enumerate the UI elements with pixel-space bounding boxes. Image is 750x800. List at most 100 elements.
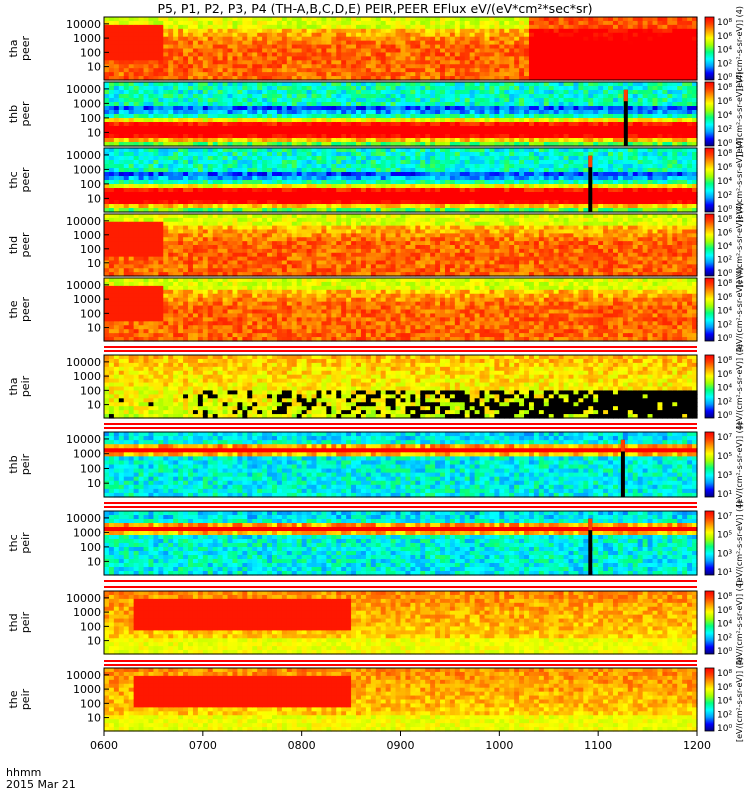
panel-tha-peer-cell bbox=[568, 76, 575, 81]
panel-thb-peer-cell bbox=[143, 106, 150, 111]
panel-thc-peer-cell bbox=[267, 188, 273, 193]
panel-thb-peer-cell bbox=[326, 82, 332, 87]
panel-thb-peer-cell bbox=[410, 110, 416, 115]
panel-tha-peer-cell bbox=[400, 60, 407, 65]
panel-thb-peer-cell bbox=[568, 98, 575, 103]
panel-tha-peer-cell bbox=[420, 32, 426, 38]
panel-tha-peer-cell bbox=[242, 17, 248, 22]
panel-thb-peer-cell bbox=[360, 98, 367, 103]
panel-thb-peer-cell bbox=[390, 134, 397, 139]
panel-thb-peer-cell bbox=[642, 138, 649, 143]
panel-thb-peer-cell bbox=[158, 106, 164, 111]
panel-tha-peer-cell bbox=[588, 17, 594, 22]
panel-thb-peer-cell bbox=[267, 110, 273, 115]
panel-thc-peer-cell bbox=[128, 196, 135, 201]
panel-thc-peer-cell bbox=[380, 148, 387, 153]
panel-thb-peer-cell bbox=[573, 114, 579, 119]
panel-thc-peer-cell bbox=[331, 148, 337, 153]
panel-thb-peer-cell bbox=[207, 130, 214, 135]
panel-tha-peer-cell bbox=[440, 52, 446, 57]
panel-thc-peer-cell bbox=[272, 160, 278, 165]
panel-tha-peer-cell bbox=[543, 40, 550, 46]
panel-thb-peer-cell bbox=[612, 94, 619, 99]
panel-thc-peer-cell bbox=[444, 184, 451, 189]
panel-thc-peer-cell bbox=[183, 196, 189, 201]
panel-thb-peer-cell bbox=[474, 94, 481, 99]
panel-thb-peer-cell bbox=[514, 110, 520, 115]
panel-tha-peer-cell bbox=[351, 68, 357, 73]
panel-tha-peer-cell bbox=[642, 64, 649, 69]
panel-tha-peer-cell bbox=[449, 17, 456, 22]
panel-tha-peer-cell bbox=[133, 20, 140, 26]
panel-thc-peer-cell bbox=[301, 180, 308, 185]
panel-thb-peer-cell bbox=[252, 90, 258, 95]
panel-thb-peer-cell bbox=[454, 122, 461, 127]
panel-thb-peer-cell bbox=[573, 82, 579, 87]
panel-thb-peer-cell bbox=[390, 86, 397, 91]
panel-thc-peer-cell bbox=[321, 168, 327, 173]
panel-thb-peer-cell bbox=[212, 102, 219, 107]
panel-tha-peer-cell bbox=[380, 17, 387, 22]
panel-tha-peer-cell bbox=[128, 28, 135, 34]
panel-tha-peer-cell bbox=[667, 28, 673, 34]
panel-thc-peer-cell bbox=[444, 148, 451, 153]
panel-thb-peer-cell bbox=[370, 90, 377, 95]
panel-thb-peer-cell bbox=[533, 110, 540, 115]
panel-thc-peer-cell bbox=[444, 176, 451, 181]
panel-tha-peer-cell bbox=[563, 28, 570, 34]
panel-thb-peer-cell bbox=[489, 134, 495, 139]
panel-tha-peer-cell bbox=[435, 32, 441, 38]
panel-thb-peer-cell bbox=[617, 86, 624, 91]
panel-tha-peer-cell bbox=[435, 60, 441, 65]
panel-tha-peer-cell bbox=[435, 48, 441, 54]
panel-tha-peer-cell bbox=[178, 56, 184, 61]
panel-tha-peer-cell bbox=[178, 20, 184, 26]
panel-tha-peer-cell bbox=[687, 64, 693, 69]
panel-tha-peer-cell bbox=[138, 64, 145, 69]
panel-thc-peer-cell bbox=[296, 184, 303, 189]
panel-tha-peer-cell bbox=[370, 64, 377, 69]
panel-tha-peer-cell bbox=[108, 72, 115, 77]
panel-thb-peer-cell bbox=[168, 82, 174, 87]
panel-thb-peer-cell bbox=[222, 122, 229, 127]
panel-thb-peer-cell bbox=[247, 106, 253, 111]
panel-thc-peer-cell bbox=[420, 200, 426, 205]
panel-thb-peer-cell bbox=[598, 138, 604, 143]
panel-tha-peer-cell bbox=[306, 76, 313, 81]
panel-thc-peer-cell bbox=[390, 160, 397, 165]
panel-tha-peer-cell bbox=[148, 72, 155, 77]
panel-thb-peer-cell bbox=[311, 134, 318, 139]
panel-thb-peer-cell bbox=[558, 118, 565, 123]
panel-thb-peer-cell bbox=[469, 138, 476, 143]
panel-tha-peer-cell bbox=[459, 76, 466, 81]
panel-thc-peer-cell bbox=[390, 156, 397, 161]
panel-tha-peer-cell bbox=[227, 64, 234, 69]
panel-thc-peer-cell bbox=[400, 180, 407, 185]
panel-tha-peer-cell bbox=[687, 56, 693, 61]
panel-thc-peer-cell bbox=[410, 172, 416, 177]
panel-thb-peer-cell bbox=[682, 82, 688, 87]
panel-thb-peer-cell bbox=[395, 142, 402, 147]
panel-thb-peer-cell bbox=[583, 102, 589, 107]
panel-thb-peer-cell bbox=[593, 86, 599, 91]
panel-tha-peer-cell bbox=[197, 40, 204, 46]
panel-thb-peer-cell bbox=[430, 98, 436, 103]
panel-tha-peer-cell bbox=[227, 24, 234, 30]
panel-thb-peer-cell bbox=[272, 126, 278, 131]
panel-tha-peer-cell bbox=[524, 20, 530, 26]
panel-tha-peer-cell bbox=[326, 48, 332, 54]
panel-thb-peer-cell bbox=[612, 110, 619, 115]
panel-thc-peer-cell bbox=[316, 168, 323, 173]
panel-thb-peer-cell bbox=[247, 110, 253, 115]
panel-thb-peer-cell bbox=[543, 134, 550, 139]
panel-tha-peer-cell bbox=[360, 64, 367, 69]
panel-thb-peer-cell bbox=[380, 114, 387, 119]
panel-thb-peer-cell bbox=[449, 142, 456, 147]
panel-tha-peer-cell bbox=[227, 52, 234, 57]
panel-tha-peer-cell bbox=[637, 32, 644, 38]
panel-thb-peer-cell bbox=[272, 134, 278, 139]
panel-thb-peer-cell bbox=[375, 106, 382, 111]
panel-thb-peer-cell bbox=[178, 134, 184, 139]
panel-thb-peer-cell bbox=[311, 114, 318, 119]
panel-tha-peer-cell bbox=[217, 36, 224, 42]
